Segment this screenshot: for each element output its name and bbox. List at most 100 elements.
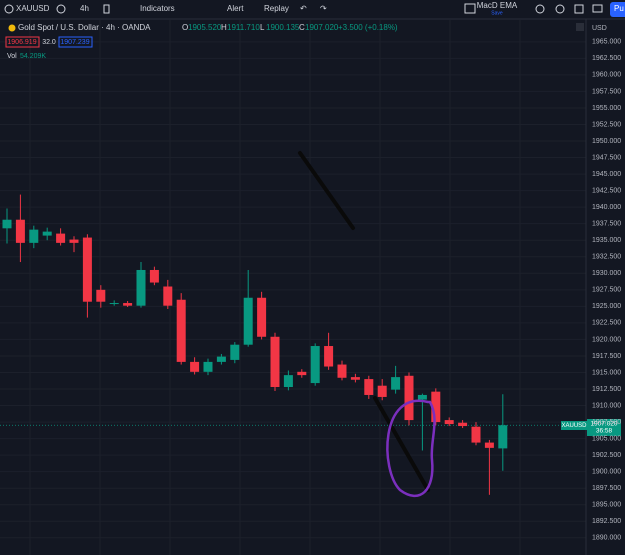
candle-body [283, 375, 293, 388]
fullscreen-button[interactable] [574, 4, 584, 14]
interval[interactable]: 4h [80, 4, 89, 13]
y-tick-label: 1930.000 [592, 270, 621, 277]
trend-line-drawing[interactable] [373, 396, 430, 492]
layout-status: Save [491, 10, 503, 16]
candle-body [404, 375, 414, 421]
grid [0, 20, 586, 555]
candle-body [243, 297, 253, 345]
countdown: 36:58 [596, 428, 613, 435]
volume-label: Vol [7, 53, 17, 60]
replay-button[interactable]: Replay [264, 4, 289, 13]
y-tick-label: 1922.500 [592, 320, 621, 327]
y-tick-label: 1902.500 [592, 452, 621, 459]
trend-line-drawing[interactable] [298, 151, 355, 230]
y-tick-label: 1945.000 [592, 171, 621, 178]
redo-button[interactable]: ↷ [320, 4, 327, 13]
indicators-button[interactable]: Indicators [140, 4, 175, 13]
chart-type-button[interactable] [103, 4, 110, 14]
candle-body [149, 269, 159, 283]
y-tick-label: 1962.500 [592, 55, 621, 62]
ohlc-key: C [299, 23, 305, 32]
candle-body [56, 233, 66, 243]
candle-body [498, 425, 508, 449]
plot [0, 194, 586, 495]
candle-body [69, 239, 79, 243]
candle-body [190, 361, 200, 372]
ohlc-key: H [221, 23, 227, 32]
alert-button[interactable]: Alert [227, 4, 244, 13]
currency[interactable]: USD [592, 25, 607, 32]
publish-label[interactable]: Pu [614, 4, 624, 13]
legend-title: Gold Spot / U.S. Dollar · 4h · OANDA [18, 23, 151, 32]
candle-body [136, 269, 146, 306]
spread: 32.0 [42, 39, 56, 46]
compare-button[interactable] [56, 4, 66, 14]
ohlc-key: O [182, 23, 188, 32]
candle-body [82, 237, 92, 302]
publish-button[interactable] [610, 2, 625, 17]
y-tick-label: 1895.000 [592, 502, 621, 509]
last-price: 1907.020 [590, 421, 617, 428]
y-tick-label: 1917.500 [592, 353, 621, 360]
candle-body [96, 289, 106, 302]
ask[interactable]: 1907.239 [60, 39, 89, 46]
candle-body [176, 299, 186, 362]
change: +3.500 (+0.18%) [338, 23, 398, 32]
y-tick-label: 1955.000 [592, 105, 621, 112]
snapshot-button[interactable] [592, 4, 603, 13]
candle-body [270, 336, 280, 388]
ohlc-key: L [260, 23, 265, 32]
y-tick-label: 1910.000 [592, 402, 621, 409]
y-tick-label: 1950.000 [592, 138, 621, 145]
symbol[interactable]: XAUUSD [16, 4, 50, 13]
toolbar [0, 0, 625, 19]
ohlc: O 1905.520 H 1911.710 L 1900.135 C 1907.020 +3.5… [182, 23, 398, 32]
layout-icon[interactable] [464, 3, 476, 14]
settings-button[interactable] [555, 4, 565, 14]
y-tick-label: 1900.000 [592, 469, 621, 476]
ask-box[interactable] [58, 36, 93, 48]
y-tick-label: 1890.000 [592, 535, 621, 542]
candle-body [230, 344, 240, 360]
candle-body [15, 219, 25, 243]
layout-name[interactable]: MacD EMA [477, 1, 518, 10]
candle-body [297, 371, 307, 376]
y-tick-label: 1925.000 [592, 303, 621, 310]
candle-body [123, 303, 133, 306]
y-tick-label: 1912.500 [592, 386, 621, 393]
candle-body [29, 229, 39, 243]
candle-body [350, 377, 360, 380]
y-tick-label: 1947.500 [592, 154, 621, 161]
y-tick-label: 1932.500 [592, 254, 621, 261]
y-tick-label: 1937.500 [592, 221, 621, 228]
ohlc-value: 1911.710 [227, 23, 260, 32]
ohlc-value: 1907.020 [305, 23, 339, 32]
freehand-circle[interactable] [386, 399, 436, 497]
candle-body [163, 286, 173, 306]
price-box [587, 419, 621, 436]
candle-body [471, 426, 481, 443]
collapse-button[interactable] [576, 23, 584, 31]
bid-box[interactable] [5, 36, 40, 48]
volume-value: 54.209K [20, 53, 46, 60]
candle-body [203, 361, 213, 372]
search-icon[interactable] [4, 4, 14, 14]
undo-button[interactable]: ↶ [300, 4, 307, 13]
bid[interactable]: 1906.919 [7, 39, 36, 46]
quick-search[interactable] [535, 4, 545, 14]
symbol-tag-label: XAUUSD [561, 423, 587, 429]
y-tick-label: 1927.500 [592, 287, 621, 294]
candle-body [417, 394, 427, 400]
candle-body [42, 231, 52, 236]
y-tick-label: 1892.500 [592, 518, 621, 525]
y-tick-label: 1960.000 [592, 72, 621, 79]
y-tick-label: 1920.000 [592, 336, 621, 343]
y-tick-label: 1907.500 [592, 419, 621, 426]
candle-body [444, 420, 454, 425]
candle-body [364, 379, 374, 395]
candle-body [484, 442, 494, 448]
y-tick-label: 1940.000 [592, 204, 621, 211]
y-tick-label: 1957.500 [592, 88, 621, 95]
y-tick-label: 1897.500 [592, 485, 621, 492]
